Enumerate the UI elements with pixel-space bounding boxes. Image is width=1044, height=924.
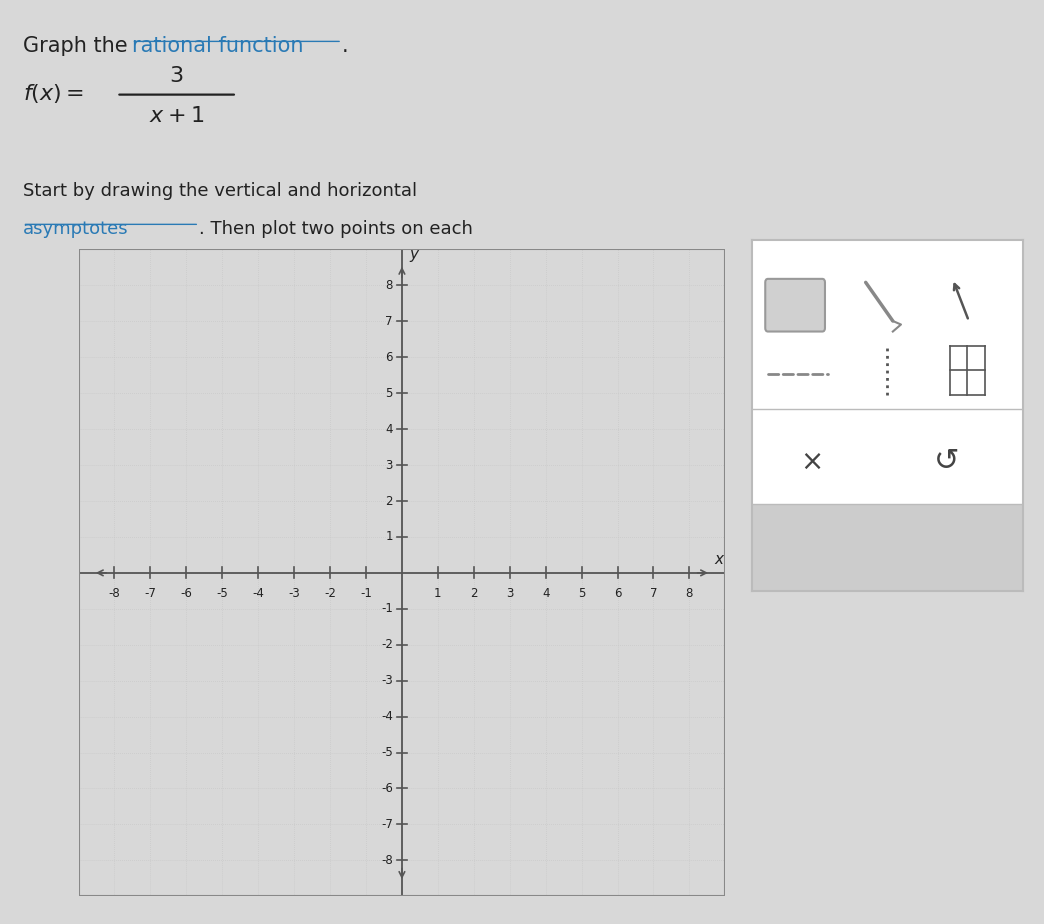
Text: Graph the: Graph the: [23, 36, 134, 55]
Text: $x+1$: $x+1$: [149, 105, 205, 126]
Text: y: y: [410, 247, 419, 262]
Text: 4: 4: [542, 588, 549, 601]
Text: 5: 5: [385, 387, 393, 400]
Text: -4: -4: [381, 711, 393, 723]
Text: ↺: ↺: [934, 447, 959, 476]
Text: -3: -3: [381, 675, 393, 687]
Bar: [752, 504, 1023, 591]
Text: 5: 5: [578, 588, 586, 601]
Text: .: .: [342, 36, 349, 55]
Text: -7: -7: [381, 818, 393, 831]
Text: -1: -1: [381, 602, 393, 615]
Text: -6: -6: [381, 782, 393, 795]
Text: $f(x) =$: $f(x) =$: [23, 82, 84, 105]
Text: -4: -4: [253, 588, 264, 601]
Text: 7: 7: [385, 315, 393, 328]
Text: -2: -2: [381, 638, 393, 651]
Text: 3: 3: [385, 458, 393, 471]
Text: -1: -1: [360, 588, 372, 601]
Text: 1: 1: [434, 588, 442, 601]
Text: . Then plot two points on each: . Then plot two points on each: [199, 220, 473, 237]
Text: -2: -2: [324, 588, 336, 601]
Text: -3: -3: [288, 588, 300, 601]
Text: x: x: [714, 552, 723, 567]
Text: -7: -7: [144, 588, 157, 601]
Text: 6: 6: [385, 351, 393, 364]
Text: -6: -6: [181, 588, 192, 601]
Text: 2: 2: [470, 588, 477, 601]
Text: 8: 8: [686, 588, 693, 601]
Text: rational function: rational function: [132, 36, 303, 55]
Text: $3$: $3$: [169, 66, 184, 86]
Text: 8: 8: [385, 279, 393, 292]
Text: -5: -5: [381, 746, 393, 759]
Text: 2: 2: [385, 494, 393, 507]
Text: -8: -8: [381, 854, 393, 867]
Text: 4: 4: [385, 422, 393, 435]
Text: 6: 6: [614, 588, 621, 601]
Text: asymptotes: asymptotes: [23, 220, 128, 237]
Text: 3: 3: [506, 588, 514, 601]
Text: 1: 1: [385, 530, 393, 543]
Text: -8: -8: [109, 588, 120, 601]
Text: -5: -5: [216, 588, 229, 601]
Text: 7: 7: [649, 588, 658, 601]
FancyBboxPatch shape: [765, 279, 825, 332]
Text: ×: ×: [800, 447, 823, 476]
Text: Start by drawing the vertical and horizontal: Start by drawing the vertical and horizo…: [23, 182, 423, 201]
